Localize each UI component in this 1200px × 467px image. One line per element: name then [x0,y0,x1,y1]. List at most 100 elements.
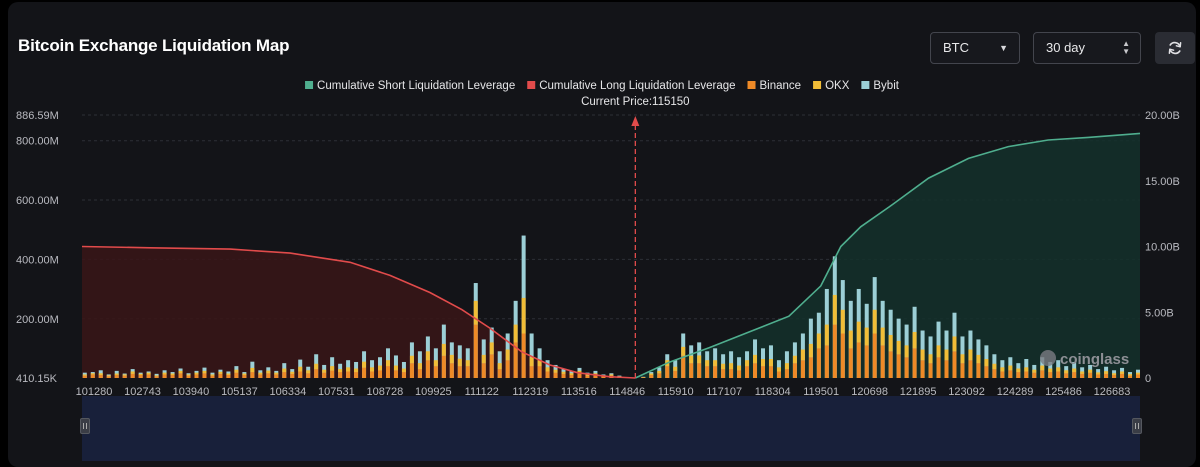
bar-binance [529,366,534,378]
bar-okx [338,369,343,373]
bar-binance [872,333,877,378]
left-axis-tick-label: 200.00M [16,314,59,326]
zoom-handle-right[interactable] [1132,418,1142,434]
liquidation-bar [729,351,734,378]
bar-binance [338,372,343,378]
bar-okx [497,363,502,370]
bar-binance [864,345,869,378]
liquidation-bar [864,303,869,378]
bar-okx [130,371,135,374]
liquidation-bar [553,364,558,378]
liquidation-bar [1072,361,1077,378]
bar-okx [106,375,111,377]
bar-okx [1016,368,1021,373]
liquidation-bar [521,235,526,378]
bar-okx [146,372,151,375]
bar-binance [417,369,422,378]
liquidation-bar [545,360,550,378]
bar-okx [409,355,414,364]
bar-okx [513,324,518,343]
bar-binance [1048,372,1053,378]
legend-label: Cumulative Long Liquidation Leverage [539,80,735,92]
liquidation-bar [114,370,119,378]
x-axis-ticks: 101280 102743 103940 105137 106334 107531 1087… [76,386,1131,398]
left-axis-tick-label: 886.59M [16,110,59,122]
x-axis-tick-label: 125486 [1045,386,1082,398]
liquidation-bar [170,372,175,378]
bar-binance [1128,375,1133,378]
zoom-range-bar[interactable] [82,396,1140,461]
liquidation-bar [537,348,542,378]
bar-binance [577,373,582,378]
bar-binance [784,369,789,378]
bar-okx [832,294,837,325]
liquidation-bar [649,372,654,378]
bar-okx [465,360,470,367]
liquidation-bar [753,339,758,378]
liquidation-bar [106,374,111,378]
bar-binance [585,375,590,378]
zoom-handle-left[interactable] [80,418,90,434]
bar-okx [912,332,917,349]
refresh-button[interactable] [1155,32,1195,64]
bar-okx [529,357,534,367]
x-axis-tick-label: 114846 [609,386,645,398]
bar-binance [130,373,135,378]
bar-binance [250,372,255,378]
left-axis-tick-label: 600.00M [16,195,59,207]
x-axis-tick-label: 120698 [851,386,888,398]
liquidation-bar [768,345,773,378]
legend-label: OKX [825,80,850,92]
legend-label: Bybit [873,80,899,92]
liquidation-bar [154,373,159,378]
liquidation-bar [449,342,454,378]
bar-binance [370,371,375,378]
bar-binance [258,374,263,378]
bar-okx [274,372,279,375]
bar-okx [992,363,997,370]
bar-binance [569,375,574,378]
legend-swatch [861,81,870,89]
bar-binance [481,363,486,378]
liquidation-bar [1120,367,1125,378]
bar-okx [697,355,702,364]
bar-okx [753,354,758,364]
liquidation-bars [82,235,1141,378]
bar-binance [1080,373,1085,378]
bar-binance [665,366,670,378]
liquidation-bar [378,357,383,378]
liquidation-bar [673,360,678,378]
coin-select[interactable]: BTC ▼ [930,32,1020,64]
legend-item: OKX [813,80,850,92]
liquidation-bar [401,361,406,378]
bar-okx [417,363,422,370]
bar-binance [346,371,351,378]
bar-binance [1016,372,1021,378]
bar-okx [553,369,558,373]
bar-binance [138,375,143,378]
bar-binance [1064,373,1069,378]
bar-binance [457,366,462,378]
bar-binance [290,373,295,378]
bar-okx [1072,368,1077,373]
bar-binance [441,355,446,378]
short-leverage-area [635,133,1140,378]
bar-binance [808,357,813,378]
liquidation-bar [122,373,127,378]
bar-binance [745,366,750,378]
bar-okx [1032,369,1037,373]
bar-okx [234,369,239,373]
bar-binance [888,351,893,378]
liquidation-bar [705,351,710,378]
bar-binance [952,351,957,378]
bar-okx [1120,371,1125,374]
bar-okx [920,349,925,361]
bar-binance [90,374,95,378]
bar-okx [154,375,159,377]
period-select[interactable]: 30 day ▲ ▼ [1033,32,1141,64]
liquidation-bar [1064,366,1069,378]
bar-binance [737,370,742,378]
bar-binance [984,366,989,378]
bar-binance [976,363,981,378]
liquidation-bar [936,321,941,378]
